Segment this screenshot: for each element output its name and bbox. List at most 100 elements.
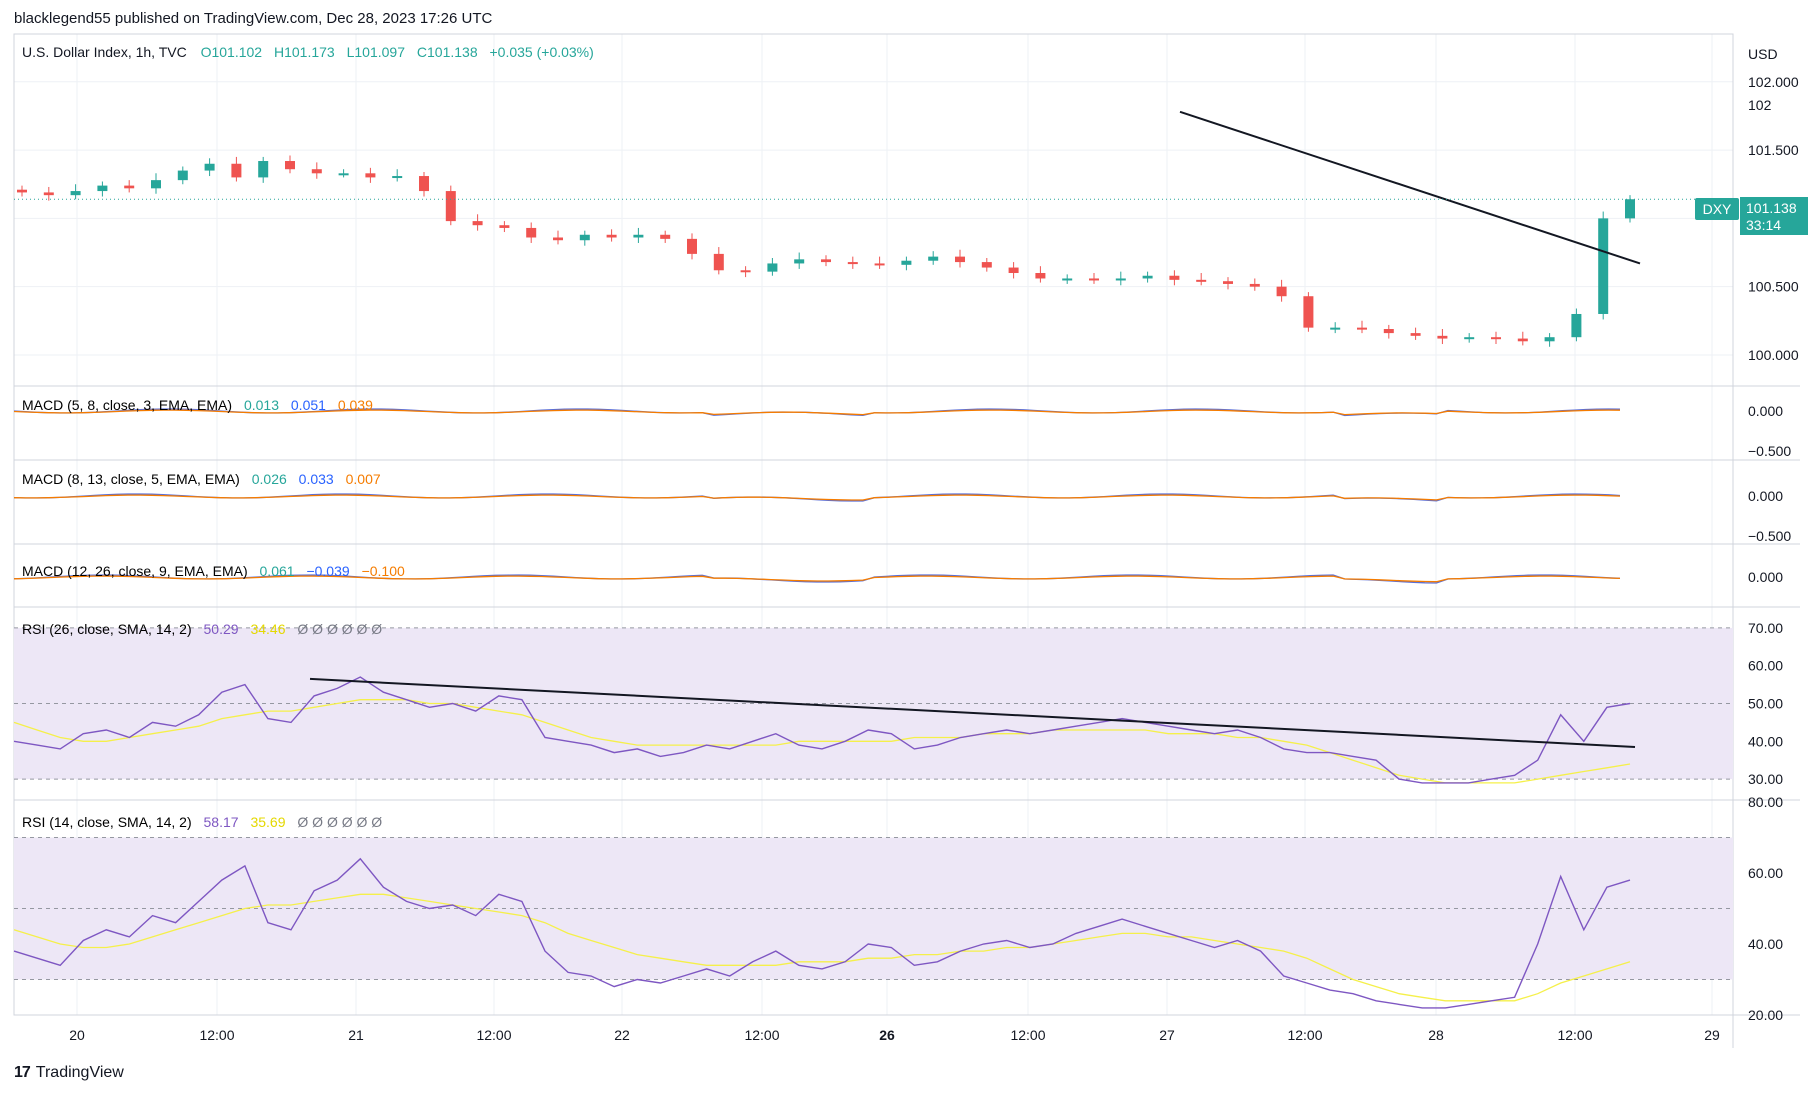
- candle-body: [499, 225, 510, 228]
- candle-body: [955, 256, 965, 263]
- candle-body: [1196, 279, 1207, 282]
- macd-tick-label: −0.500: [1748, 443, 1791, 459]
- time-tick-label: 12:00: [744, 1027, 779, 1043]
- candle-body: [1276, 286, 1287, 297]
- ticker-badge: [1695, 198, 1739, 220]
- time-tick-label: 22: [614, 1027, 630, 1043]
- time-tick-label: 28: [1428, 1027, 1444, 1043]
- time-tick-label: 12:00: [199, 1027, 234, 1043]
- price-tick-label: 100.000: [1748, 347, 1799, 363]
- candle-body: [1598, 218, 1609, 314]
- currency-label[interactable]: USD: [1748, 46, 1778, 62]
- candle-body: [70, 191, 81, 196]
- rsi-tick-label: 60.00: [1748, 865, 1783, 881]
- macd-line: [13, 574, 1621, 584]
- candle-body: [1223, 281, 1233, 284]
- candle-body: [1544, 337, 1555, 342]
- candle-body: [1625, 199, 1635, 219]
- candle-body: [17, 189, 27, 193]
- candle-body: [794, 259, 805, 264]
- candle-body: [1357, 327, 1367, 330]
- price-tick-label: 100.500: [1748, 279, 1799, 295]
- candle-body: [1383, 329, 1394, 334]
- signal-line: [13, 494, 1621, 501]
- candle-body: [633, 234, 644, 238]
- candle-body: [204, 163, 215, 171]
- time-tick-label: 21: [348, 1027, 364, 1043]
- price-header: U.S. Dollar Index, 1h, TVC O101.102 H101…: [22, 44, 594, 60]
- rsi-panels: [13, 627, 1733, 1009]
- candle-body: [97, 185, 108, 192]
- signal-line: [13, 409, 1621, 416]
- price-tick-top-partial: 102: [1748, 97, 1772, 113]
- rsi-tick-label: 40.00: [1748, 936, 1783, 952]
- candle-body: [981, 262, 992, 268]
- candle-body: [1249, 283, 1260, 287]
- candle-body: [687, 238, 697, 254]
- rsi-tick-label: 60.00: [1748, 658, 1783, 674]
- time-tick-label: 26: [879, 1027, 895, 1043]
- macd1-header: MACD (5, 8, close, 3, EMA, EMA) 0.013 0.…: [22, 397, 373, 413]
- candle-body: [1571, 313, 1582, 338]
- macd-tick-label: 0.000: [1748, 403, 1783, 419]
- candle-body: [660, 234, 671, 239]
- candle-body: [151, 180, 161, 189]
- signal-line: [13, 575, 1621, 583]
- candle-body: [445, 191, 456, 222]
- price-candles: [17, 155, 1635, 347]
- candle-body: [740, 270, 751, 273]
- candle-body: [43, 192, 54, 196]
- candle-body: [1437, 335, 1448, 339]
- candle-body: [365, 173, 376, 178]
- candle-body: [1169, 275, 1180, 280]
- last-price-text: 101.138: [1746, 200, 1797, 216]
- price-label: DXY 101.138 33:14: [1695, 197, 1808, 235]
- candle-body: [1008, 267, 1019, 274]
- candle-body: [338, 173, 349, 176]
- last-price-badge: [1740, 197, 1808, 235]
- candle-body: [874, 263, 885, 266]
- time-tick-label: 29: [1704, 1027, 1720, 1043]
- brand-name: TradingView: [35, 1064, 124, 1081]
- candle-body: [847, 262, 858, 265]
- candle-body: [1142, 275, 1153, 279]
- time-tick-label: 12:00: [476, 1027, 511, 1043]
- rsi-tick-label: 30.00: [1748, 771, 1783, 787]
- tradingview-brand[interactable]: 17 TradingView: [14, 1064, 124, 1082]
- candle-body: [1410, 333, 1421, 336]
- candle-body: [472, 221, 483, 226]
- price-axis[interactable]: 102.000101.500101.000100.500100.0000.000…: [1748, 74, 1799, 1023]
- publisher-line: blacklegend55 published on TradingView.c…: [14, 10, 493, 27]
- macd-tick-label: −0.500: [1748, 528, 1791, 544]
- time-axis[interactable]: 20 12:00 21 12:00 22 12:00 26 12:00 27 12:00 28 12:…: [69, 1027, 1720, 1043]
- price-tick-label: 102.000: [1748, 74, 1799, 90]
- time-tick-label: 12:00: [1287, 1027, 1322, 1043]
- rsi-tick-label: 70.00: [1748, 620, 1783, 636]
- candle-body: [1517, 338, 1528, 342]
- candle-body: [285, 161, 295, 170]
- time-tick-label: 12:00: [1557, 1027, 1592, 1043]
- rsi-trendline: [309, 677, 1636, 748]
- tradingview-logo-icon: 17: [14, 1064, 31, 1081]
- candle-body: [526, 227, 537, 238]
- candle-body: [821, 259, 831, 263]
- candle-body: [1115, 278, 1126, 281]
- candle-body: [124, 185, 135, 189]
- time-tick-label: 12:00: [1010, 1027, 1045, 1043]
- candle-body: [1303, 296, 1314, 328]
- price-trendline[interactable]: [1179, 110, 1641, 265]
- candle-body: [606, 234, 617, 238]
- rsi-line: [13, 676, 1631, 784]
- ticker-text: DXY: [1703, 201, 1732, 217]
- rsi14-header: RSI (14, close, SMA, 14, 2) 58.17 35.69 …: [22, 814, 382, 830]
- macd2-header: MACD (8, 13, close, 5, EMA, EMA) 0.026 0…: [22, 471, 381, 487]
- candle-body: [1089, 278, 1099, 281]
- candle-body: [901, 260, 912, 265]
- candle-body: [1491, 337, 1501, 340]
- candle-body: [1035, 273, 1046, 279]
- candle-body: [258, 161, 269, 178]
- rsi-ma-line: [13, 699, 1631, 784]
- macd-panels: [13, 408, 1621, 584]
- macd-tick-label: 0.000: [1748, 569, 1783, 585]
